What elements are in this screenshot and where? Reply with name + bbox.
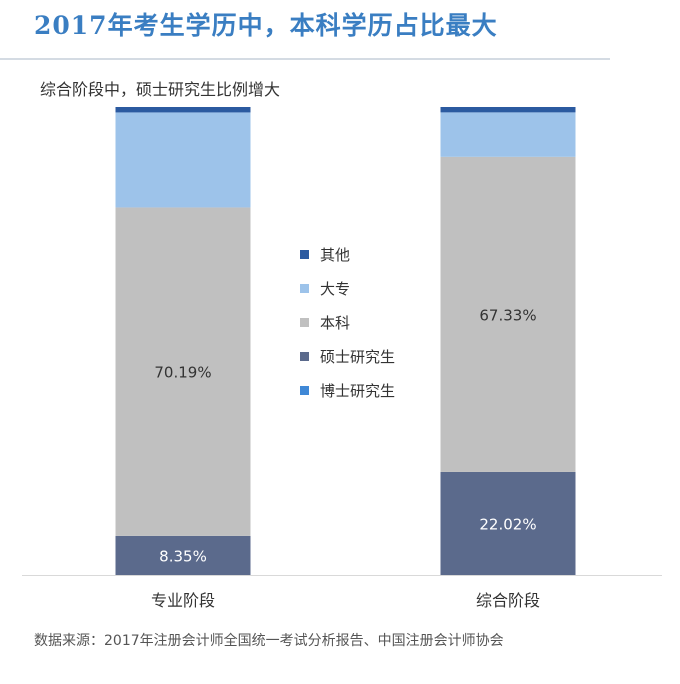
bar-segment-1-1	[440, 471, 576, 575]
chart-title: 2017年考生学历中，本科学历占比最大	[34, 11, 498, 40]
legend-label: 博士研究生	[320, 381, 396, 400]
legend-swatch	[300, 249, 309, 259]
title-divider	[0, 58, 610, 60]
x-tick-label: 专业阶段	[151, 591, 215, 610]
legend-item: 博士研究生	[300, 373, 395, 407]
bar-segment-0-3	[115, 112, 251, 208]
bar-segment-1-4	[440, 107, 576, 113]
chart-legend: 其他大专本科硕士研究生博士研究生	[300, 237, 395, 407]
bar-segment-0-2	[115, 207, 251, 536]
legend-item: 本科	[300, 305, 395, 339]
bar-segment-0-1	[115, 535, 251, 575]
legend-label: 其他	[320, 245, 351, 264]
legend-swatch	[300, 351, 309, 361]
legend-swatch	[300, 385, 309, 395]
data-label: 70.19%	[154, 364, 211, 382]
legend-item: 其他	[300, 237, 395, 271]
data-label: 67.33%	[479, 306, 536, 324]
legend-label: 大专	[320, 279, 351, 298]
data-label: 22.02%	[479, 515, 536, 533]
bar-segment-1-3	[440, 112, 576, 157]
data-source: 数据来源：2017年注册会计师全国统一考试分析报告、中国注册会计师协会	[34, 633, 504, 649]
bar-segment-0-4	[115, 107, 251, 113]
legend-item: 大专	[300, 271, 395, 305]
legend-label: 硕士研究生	[320, 347, 396, 366]
legend-item: 硕士研究生	[300, 339, 395, 373]
chart-subtitle: 综合阶段中，硕士研究生比例增大	[40, 80, 281, 99]
legend-label: 本科	[320, 313, 351, 332]
data-label: 8.35%	[159, 547, 207, 565]
legend-swatch	[300, 283, 309, 293]
bar-segment-1-2	[440, 156, 576, 472]
legend-swatch	[300, 317, 309, 327]
x-tick-label: 综合阶段	[476, 591, 540, 610]
